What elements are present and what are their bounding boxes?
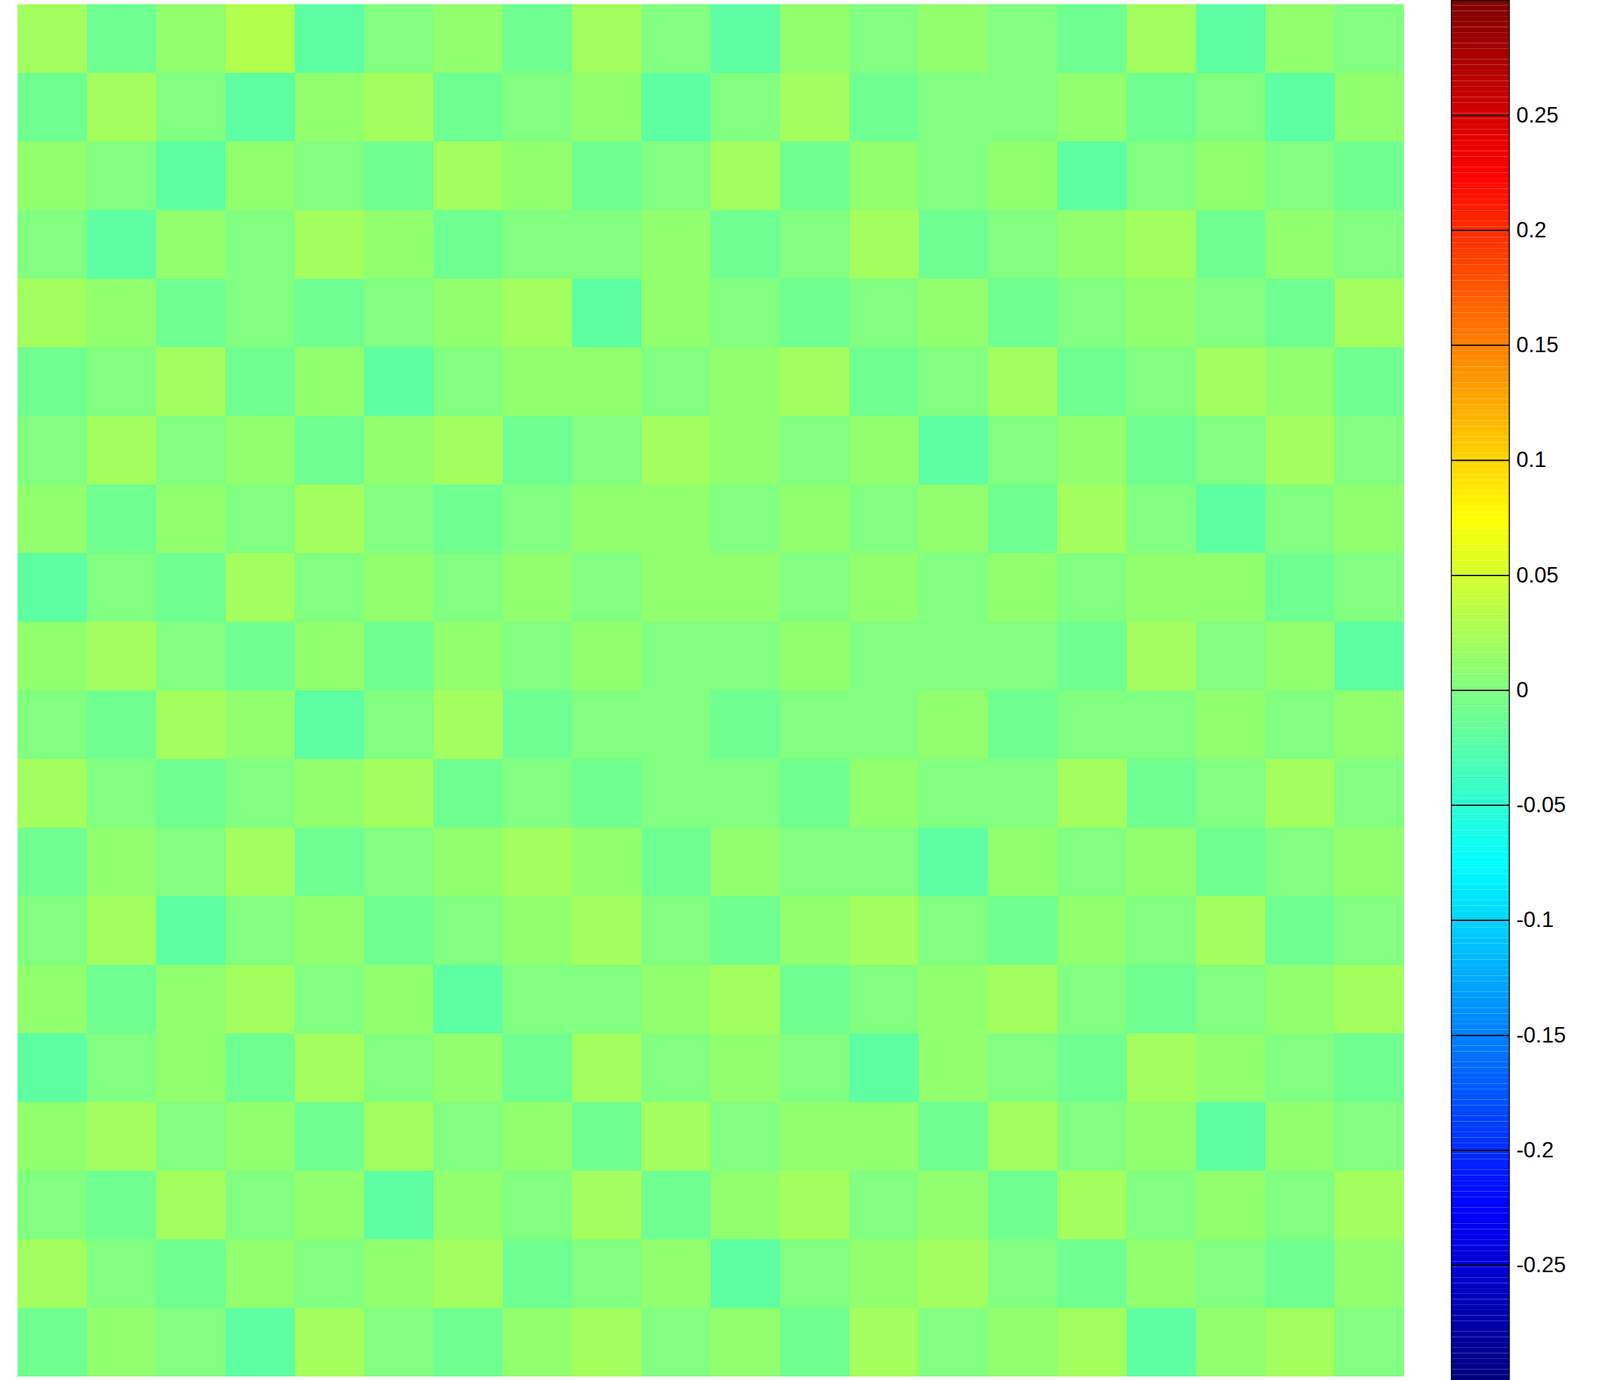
svg-text:0: 0 bbox=[1516, 677, 1529, 703]
svg-text:0.1: 0.1 bbox=[1516, 447, 1547, 472]
svg-text:-0.25: -0.25 bbox=[1516, 1252, 1567, 1278]
svg-text:-0.1: -0.1 bbox=[1516, 907, 1554, 932]
svg-text:0.2: 0.2 bbox=[1516, 217, 1547, 243]
svg-text:0.25: 0.25 bbox=[1516, 102, 1559, 128]
svg-text:-0.05: -0.05 bbox=[1516, 792, 1567, 818]
svg-text:0.15: 0.15 bbox=[1516, 332, 1559, 358]
svg-text:-0.2: -0.2 bbox=[1516, 1137, 1554, 1163]
svg-text:0.05: 0.05 bbox=[1516, 562, 1559, 588]
svg-text:-0.15: -0.15 bbox=[1516, 1023, 1567, 1048]
